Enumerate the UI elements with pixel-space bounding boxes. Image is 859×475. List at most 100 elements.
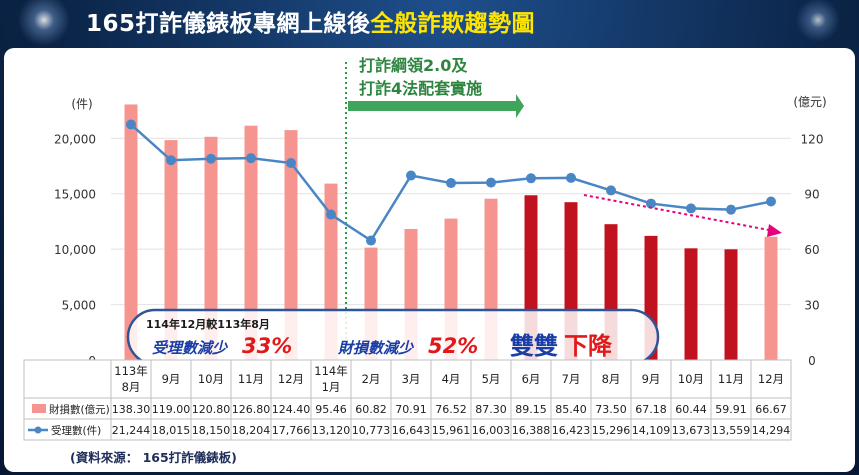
- y-right-tick: 90: [804, 188, 819, 202]
- x-tick-label: 11月: [238, 372, 264, 386]
- case-line: [126, 119, 776, 246]
- x-tick-label: 1月: [322, 380, 341, 394]
- point-case: [726, 204, 736, 215]
- callout-case-value: 33%: [242, 334, 292, 358]
- value-label-case: 13,559: [712, 424, 751, 437]
- y-left-unit: (件): [71, 97, 92, 111]
- bar-loss: [244, 125, 258, 361]
- y-left-tick: 20,000: [54, 132, 96, 146]
- value-label-loss: 76.52: [435, 403, 467, 416]
- bar-loss: [164, 140, 178, 360]
- callout-down-a: 雙雙: [510, 332, 558, 360]
- point-case: [406, 170, 416, 181]
- y-right-tick: 60: [804, 243, 819, 257]
- bar-loss: [724, 249, 738, 360]
- value-label-loss: 85.40: [555, 403, 587, 416]
- value-label-loss: 60.44: [675, 403, 707, 416]
- bar-loss: [764, 236, 778, 360]
- bar-loss: [204, 136, 218, 360]
- x-tick-label: 3月: [402, 372, 421, 386]
- bar-loss: [124, 104, 138, 360]
- value-label-loss: 126.80: [232, 403, 271, 416]
- point-case: [366, 235, 376, 246]
- data-table: 113年 8月 9月 10月 11月 12月 114年 1月 2月 3月 4月 5月 6月 7月 8月 9月 1…: [23, 359, 792, 441]
- axes: 20,00015,00010,0005,00001209060300(件)(億元…: [54, 95, 827, 368]
- x-tick-label: 8月: [602, 372, 621, 386]
- point-case: [166, 155, 176, 166]
- policy-text-line1: 打詐綱領2.0及: [359, 56, 468, 75]
- value-label-loss: 138.30: [112, 403, 151, 416]
- value-label-loss: 70.91: [395, 403, 427, 416]
- title-prefix: 165打詐儀錶板專網上線後: [86, 11, 371, 37]
- y-left-tick: 10,000: [54, 243, 96, 257]
- policy-arrow-icon: [348, 94, 524, 118]
- y-left-tick: 5,000: [62, 299, 96, 313]
- value-label-case: 21,244: [112, 424, 151, 437]
- reduction-callout: 114年12月較113年8月 受理數減少 33% 財損數減少 52% 雙雙 下降: [126, 308, 660, 366]
- data-source: (資料來源： 165打詐儀錶板): [70, 450, 237, 465]
- x-tick-label: 4月: [442, 372, 461, 386]
- value-label-case: 16,423: [552, 424, 591, 437]
- point-case: [326, 209, 336, 220]
- legend-line-label: 受理數(件): [51, 424, 101, 437]
- value-label-case: 16,003: [472, 424, 511, 437]
- point-case: [126, 119, 136, 130]
- y-right-tick: 30: [804, 299, 819, 313]
- x-tick-label: 12月: [758, 372, 784, 386]
- x-tick-label: 10月: [198, 372, 224, 386]
- value-label-case: 16,643: [392, 424, 431, 437]
- point-case: [246, 153, 256, 164]
- x-tick-label: 8月: [122, 380, 141, 394]
- trend-arrowhead-icon: [767, 224, 782, 237]
- policy-text-line2: 打詐4法配套實施: [359, 79, 482, 98]
- value-label-case: 16,388: [512, 424, 551, 437]
- value-label-loss: 59.91: [715, 403, 747, 416]
- x-tick-label: 6月: [522, 372, 541, 386]
- policy-annotation: 打詐綱領2.0及 打詐4法配套實施: [345, 56, 524, 353]
- value-label-case: 18,204: [232, 424, 271, 437]
- x-tick-label: 10月: [678, 372, 704, 386]
- value-label-loss: 73.50: [595, 403, 627, 416]
- bar-loss: [284, 130, 298, 360]
- point-case: [286, 158, 296, 169]
- x-tick-label: 114年: [314, 364, 347, 378]
- value-label-case: 18,150: [192, 424, 231, 437]
- point-case: [566, 172, 576, 183]
- y-left-tick: 15,000: [54, 188, 96, 202]
- callout-loss-value: 52%: [428, 334, 478, 358]
- value-label-case: 10,773: [352, 424, 391, 437]
- value-label-case: 15,961: [432, 424, 471, 437]
- value-label-loss: 66.67: [755, 403, 787, 416]
- callout-loss-label: 財損數減少: [337, 339, 415, 357]
- y-right-tick: 0: [808, 354, 816, 368]
- title-highlight: 全般詐欺趨勢圖: [370, 11, 536, 37]
- callout-compare: 114年12月較113年8月: [146, 317, 270, 331]
- value-label-loss: 87.30: [475, 403, 507, 416]
- legend-line-marker: [34, 426, 42, 434]
- value-label-loss: 89.15: [515, 403, 547, 416]
- value-label-case: 13,120: [312, 424, 351, 437]
- point-case: [486, 177, 496, 188]
- y-right-tick: 120: [801, 132, 824, 146]
- value-label-case: 18,015: [152, 424, 191, 437]
- bar-loss: [684, 248, 698, 360]
- value-label-case: 17,766: [272, 424, 311, 437]
- x-tick-label: 12月: [278, 372, 304, 386]
- x-tick-label: 9月: [642, 372, 661, 386]
- x-tick-label: 5月: [482, 372, 501, 386]
- trend-down-arrow: [583, 194, 775, 232]
- value-label-loss: 119.00: [152, 403, 191, 416]
- y-right-unit: (億元): [793, 95, 826, 109]
- x-tick-label: 9月: [162, 372, 181, 386]
- fraud-trend-chart: 20,00015,00010,0005,00001209060300(件)(億元…: [23, 56, 827, 441]
- point-case: [446, 178, 456, 189]
- callout-down-b: 下降: [564, 332, 613, 360]
- point-case: [526, 173, 536, 184]
- value-label-loss: 95.46: [315, 403, 347, 416]
- table-frame: [23, 359, 792, 441]
- value-label-loss: 67.18: [635, 403, 667, 416]
- point-case: [646, 198, 656, 209]
- x-tick-label: 7月: [562, 372, 581, 386]
- point-case: [206, 153, 216, 164]
- x-tick-label: 11月: [718, 372, 744, 386]
